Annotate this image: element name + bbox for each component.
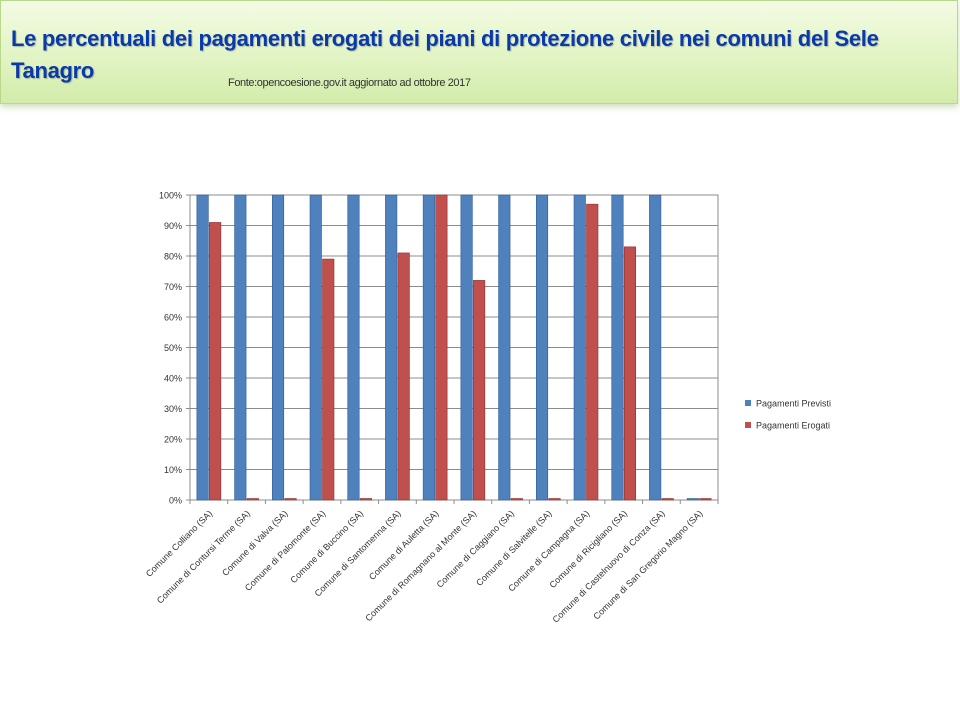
y-tick-label: 30% (164, 404, 182, 414)
bar (422, 194, 435, 501)
bar (397, 252, 410, 501)
bar (573, 194, 586, 501)
bar (611, 194, 624, 501)
x-tick-label: Comune di Ricigliano (SA) (547, 508, 629, 590)
y-tick-label: 70% (164, 282, 182, 292)
bar (535, 194, 549, 501)
bar (309, 194, 322, 501)
x-tick-label: Comune Colliano (SA) (144, 508, 214, 578)
y-tick-label: 60% (164, 313, 182, 323)
y-tick-label: 0% (169, 496, 182, 506)
bar (510, 498, 523, 501)
legend-label: Pagamenti Previsti (756, 399, 831, 409)
bar (347, 194, 360, 501)
bar (548, 498, 561, 501)
bar (209, 222, 222, 501)
bar (686, 498, 699, 501)
y-tick-label: 50% (164, 343, 182, 353)
bar (649, 194, 662, 501)
bar (196, 194, 209, 501)
bar-chart: 0% 10% 20% 30% 40% 50% 60% 70% 80% 90% 100% Comune … (144, 191, 831, 625)
legend-label: Pagamenti Erogati (756, 421, 830, 431)
x-tick-label: Comune di Salvitelle (SA) (474, 508, 554, 588)
bar (623, 246, 637, 501)
y-tick-label: 90% (164, 221, 182, 231)
y-tick-label: 80% (164, 252, 182, 262)
y-tick-label: 40% (164, 374, 182, 384)
bar (271, 194, 285, 501)
bar (473, 280, 486, 501)
page-title: Le percentuali dei pagamenti erogati dei… (11, 26, 879, 83)
x-tick-label: Comune di Caggiano (SA) (435, 508, 516, 589)
bar (359, 498, 373, 501)
title-banner: Le percentuali dei pagamenti erogati dei… (0, 0, 958, 104)
bar (322, 258, 335, 501)
bar (661, 498, 674, 501)
bar (284, 498, 297, 501)
bar (460, 194, 473, 501)
bar (498, 194, 511, 501)
x-tick-label: Comune di Valva (SA) (220, 508, 290, 578)
legend-swatch (745, 400, 751, 406)
source-note: Fonte:opencoesione.gov.it aggiornato ad … (228, 77, 471, 89)
bar (246, 498, 259, 501)
x-tick-label: Comune di Auletta (SA) (367, 508, 441, 582)
bar (385, 194, 398, 501)
bar (234, 194, 247, 501)
y-tick-label: 10% (164, 465, 182, 475)
x-tick-label: Comune di Buccino (SA) (288, 508, 365, 585)
legend-swatch (745, 422, 751, 428)
y-tick-label: 100% (159, 191, 182, 201)
bar (435, 194, 448, 501)
bar (699, 498, 712, 501)
y-tick-label: 20% (164, 435, 182, 445)
bar (586, 203, 599, 501)
